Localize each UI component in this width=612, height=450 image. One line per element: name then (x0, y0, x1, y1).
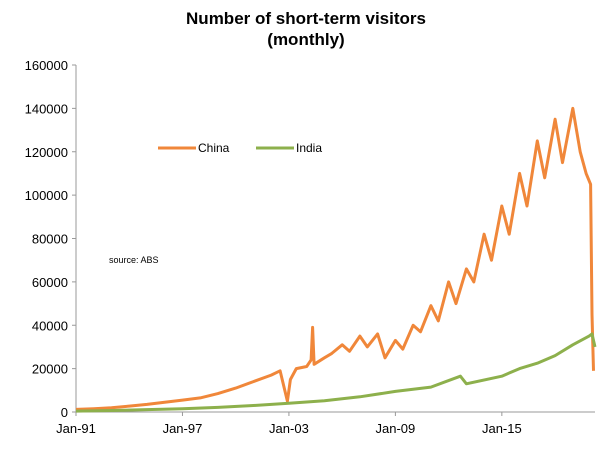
axes (75, 65, 595, 413)
legend-label-china: China (198, 141, 230, 155)
chart-title-line-1: Number of short-term visitors (186, 9, 426, 28)
y-tick-label: 60000 (32, 275, 68, 290)
series-group (75, 106, 597, 413)
y-tick-label: 0 (61, 405, 68, 420)
y-tick-label: 100000 (25, 188, 68, 203)
x-ticks: Jan-91 Jan-97 Jan-03 Jan-09 Jan-15 (56, 412, 522, 436)
x-tick-label: Jan-03 (269, 421, 309, 436)
legend: China India (158, 141, 322, 155)
y-tick-label: 120000 (25, 145, 68, 160)
y-ticks: 0 20000 40000 60000 80000 100000 120000 140000 1… (25, 58, 76, 420)
x-tick-label: Jan-09 (376, 421, 416, 436)
x-tick-label: Jan-97 (163, 421, 203, 436)
y-tick-label: 80000 (32, 232, 68, 247)
source-annotation: source: ABS (109, 255, 159, 265)
series-line-india (75, 332, 597, 413)
y-tick-label: 20000 (32, 362, 68, 377)
x-tick-label: Jan-15 (482, 421, 522, 436)
legend-label-india: India (296, 141, 322, 155)
series-line-china (75, 106, 595, 411)
y-tick-label: 40000 (32, 318, 68, 333)
x-tick-label: Jan-91 (56, 421, 96, 436)
y-tick-label: 140000 (25, 101, 68, 116)
y-tick-label: 160000 (25, 58, 68, 73)
chart-title-line-2: (monthly) (267, 30, 345, 49)
